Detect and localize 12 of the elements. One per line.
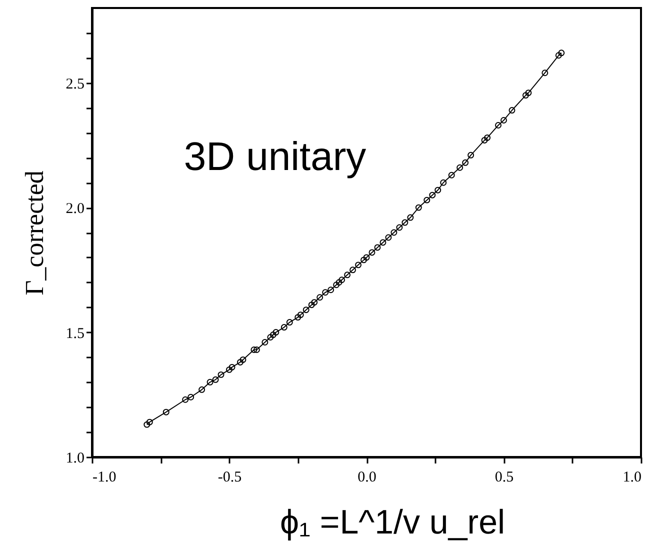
x-tick-label: -1.0	[92, 470, 116, 486]
x-tick-label: 1.0	[622, 470, 642, 486]
y-tick-label: 1.5	[66, 326, 84, 342]
x-tick-label: -0.5	[218, 470, 242, 486]
x-tick-label: 0.5	[494, 470, 514, 486]
x-tick-label: 0.0	[358, 470, 376, 486]
y-tick-label: 2.5	[66, 76, 84, 92]
x-axis-title: ϕ₁ =L^1/v u_rel	[280, 504, 506, 542]
annotation: 3D unitary	[184, 135, 366, 179]
y-axis-title: Γ_corrected	[20, 170, 49, 296]
y-tick-label: 1.0	[66, 450, 84, 466]
y-tick-label: 2.0	[66, 201, 84, 218]
